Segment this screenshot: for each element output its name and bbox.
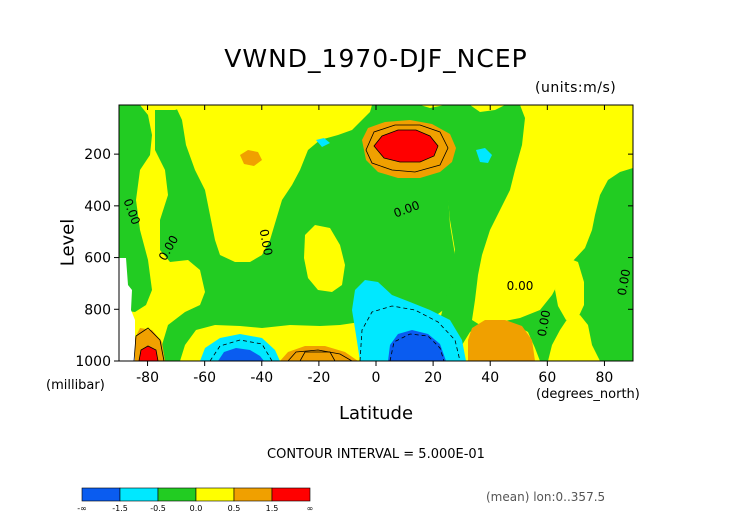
- field-orange-nh-low: [468, 320, 535, 361]
- contour-fields: [119, 105, 633, 361]
- contour-label: 0.00: [615, 268, 633, 297]
- x-tick-label: 60: [538, 370, 556, 386]
- x-axis-label: Latitude: [338, 403, 414, 424]
- field-cyan-sh: [200, 334, 280, 361]
- contour-line: [389, 333, 445, 361]
- y-tick-label: 400: [84, 199, 111, 215]
- field-yellow-island-a: [304, 225, 345, 292]
- contour-line: [299, 351, 336, 361]
- field-yellow-island-c: [480, 255, 512, 298]
- field-red-pole-core: [139, 346, 158, 361]
- x-unit-label: (degrees_north): [536, 387, 640, 402]
- contour-line: [373, 129, 439, 163]
- y-unit-label: (millibar): [46, 378, 105, 393]
- colorbar-swatch: [195, 487, 235, 502]
- x-tick-label: -60: [193, 370, 216, 386]
- colorbar-label: 0.5: [228, 504, 241, 513]
- field-yellow-island-d: [142, 105, 190, 110]
- y-tick-label: 800: [84, 302, 111, 318]
- contour-line: [365, 124, 449, 173]
- chart-title: VWND_1970-DJF_NCEP: [224, 44, 528, 73]
- colorbar-swatch: [81, 487, 121, 502]
- colorbar: -∞ -1.5 -0.5 0.0 0.5 1.5 ∞: [77, 487, 314, 513]
- x-tick-label: -20: [307, 370, 330, 386]
- y-tick-label: 600: [84, 251, 111, 267]
- x-ticks: -80 -60 -40 -20 0 20 40 60 80: [136, 105, 613, 386]
- field-missing-data: [119, 258, 135, 361]
- contour-lines: [133, 124, 461, 361]
- y-tick-label: 1000: [75, 354, 111, 370]
- contour-label: 0.00: [257, 228, 275, 257]
- field-yellow-island-b: [555, 258, 584, 320]
- x-tick-label: -40: [250, 370, 273, 386]
- colorbar-label: ∞: [307, 504, 314, 513]
- colorbar-label: -0.5: [150, 504, 166, 513]
- colorbar-label: -∞: [77, 504, 87, 513]
- contour-line: [138, 345, 159, 361]
- x-tick-label: 20: [424, 370, 442, 386]
- x-tick-label: 0: [372, 370, 381, 386]
- field-cyan-small-b: [316, 138, 330, 147]
- colorbar-swatch: [157, 487, 197, 502]
- colorbar-label: 1.5: [266, 504, 279, 513]
- x-tick-label: -80: [136, 370, 159, 386]
- contour-line: [133, 327, 165, 361]
- contour-label: 0.00: [507, 279, 534, 293]
- contour-label: 0.00: [535, 309, 553, 338]
- units-label: (units:m/s): [535, 80, 617, 96]
- field-cyan-center: [352, 280, 466, 361]
- contour-line: [287, 349, 353, 361]
- colorbar-label: 0.0: [190, 504, 203, 513]
- field-green-sh-west: [119, 105, 152, 312]
- field-red-jet-core: [374, 130, 438, 162]
- colorbar-swatch: [233, 487, 273, 502]
- contour-line: [359, 305, 461, 361]
- field-blue-core-sh: [218, 348, 264, 361]
- y-ticks: 200 400 600 800 1000: [75, 147, 633, 370]
- field-orange-sh-low: [280, 346, 358, 361]
- footer-mean-text: (mean) lon:0..357.5: [486, 490, 606, 504]
- colorbar-label: -1.5: [112, 504, 128, 513]
- contour-line: [209, 339, 273, 361]
- field-cyan-small-a: [476, 148, 492, 163]
- field-orange-small: [240, 150, 262, 166]
- x-tick-label: 40: [481, 370, 499, 386]
- y-tick-label: 200: [84, 147, 111, 163]
- field-green-nh: [440, 105, 633, 361]
- colorbar-swatch: [119, 487, 159, 502]
- contour-interval-text: CONTOUR INTERVAL = 5.000E-01: [267, 447, 485, 462]
- x-tick-label: 80: [596, 370, 614, 386]
- colorbar-swatch: [271, 487, 311, 502]
